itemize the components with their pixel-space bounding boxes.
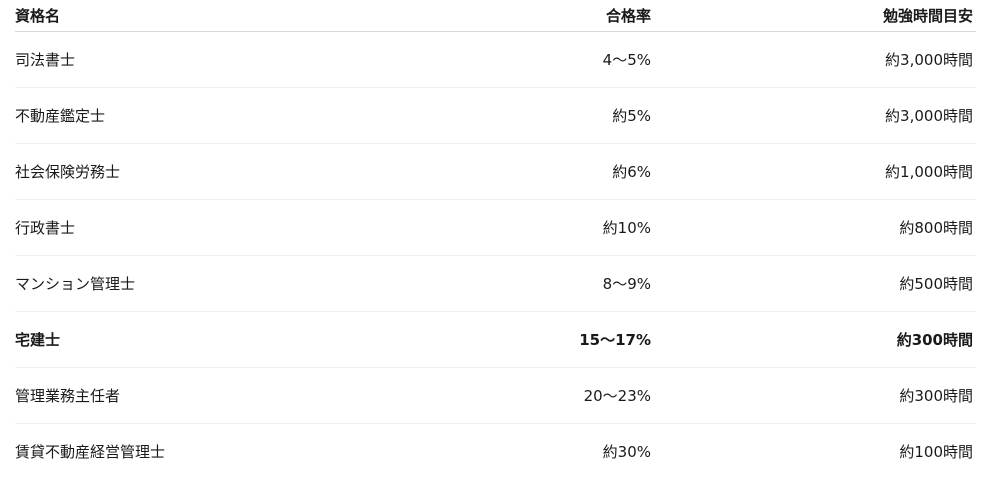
table-row: 宅建士 15〜17% 約300時間	[15, 311, 976, 368]
table-row: 管理業務主任者 20〜23% 約300時間	[15, 367, 976, 424]
cell-pass-rate: 15〜17%	[335, 311, 651, 368]
cell-pass-rate: 約30%	[602, 443, 651, 461]
cell-name: 社会保険労務士	[15, 143, 335, 200]
header-study-hours: 勉強時間目安	[651, 0, 976, 32]
cell-name: 行政書士	[15, 199, 335, 256]
cell-name: マンション管理士	[15, 255, 335, 312]
table-row: 社会保険労務士 約6% 約1,000時間	[15, 143, 976, 200]
cell-pass-rate: 約10%	[335, 199, 651, 256]
table-row: マンション管理士 8〜9% 約500時間	[15, 255, 976, 312]
qualification-table: 資格名 合格率 勉強時間目安 司法書士 4〜5% 約3,000時間 不動産鑑定士 約5%…	[15, 0, 976, 479]
cell-name: 賃貸不動産経営管理士	[15, 443, 166, 461]
cell-pass-rate: 約5%	[335, 87, 651, 144]
cell-pass-rate: 20〜23%	[335, 367, 651, 424]
cell-pass-rate: 約6%	[335, 143, 651, 200]
cell-pass-rate: 8〜9%	[335, 255, 651, 312]
cell-study-hours: 約500時間	[651, 255, 976, 312]
cell-study-hours: 約3,000時間	[651, 87, 976, 144]
header-name: 資格名	[15, 0, 335, 32]
table-row: 賃貸不動産経営管理士 約30% 約100時間	[15, 424, 976, 479]
cell-name: 不動産鑑定士	[15, 87, 335, 144]
table-row: 行政書士 約10% 約800時間	[15, 199, 976, 256]
cell-study-hours: 約100時間	[899, 443, 973, 461]
header-pass-rate: 合格率	[335, 0, 651, 32]
table-header-row: 資格名 合格率 勉強時間目安	[15, 0, 976, 32]
table-row: 司法書士 4〜5% 約3,000時間	[15, 31, 976, 88]
cell-study-hours: 約1,000時間	[651, 143, 976, 200]
cell-name: 管理業務主任者	[15, 367, 335, 424]
cell-study-hours: 約800時間	[651, 199, 976, 256]
cell-study-hours: 約300時間	[651, 311, 976, 368]
cell-study-hours: 約3,000時間	[651, 31, 976, 88]
cell-pass-rate: 4〜5%	[335, 31, 651, 88]
cell-name: 司法書士	[15, 31, 335, 88]
cell-name: 宅建士	[15, 311, 335, 368]
table-row: 不動産鑑定士 約5% 約3,000時間	[15, 87, 976, 144]
cell-study-hours: 約300時間	[651, 367, 976, 424]
